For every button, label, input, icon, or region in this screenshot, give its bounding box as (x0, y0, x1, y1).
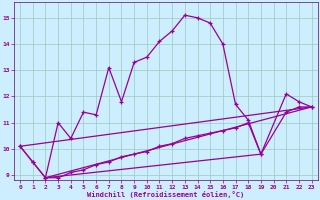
X-axis label: Windchill (Refroidissement éolien,°C): Windchill (Refroidissement éolien,°C) (87, 191, 244, 198)
